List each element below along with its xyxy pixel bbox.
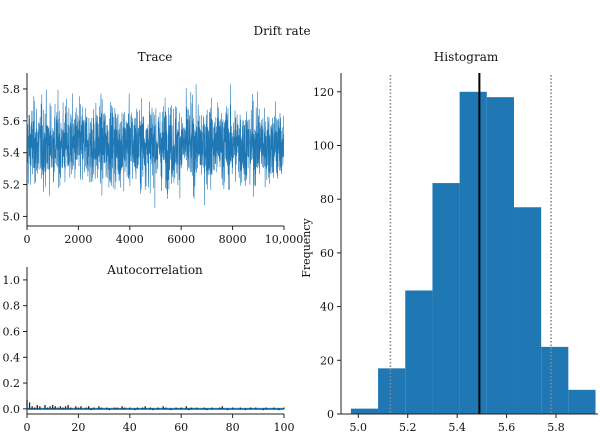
histogram-x-tick-label: 5.4 [448, 421, 466, 434]
autocorrelation-panel: Autocorrelation 0.0 0.2 0.4 0.6 0.8 1.0 0 20 40 6… [3, 263, 295, 434]
trace-x-tick-label: 2000 [64, 233, 92, 246]
histogram-y-tick-label: 40 [320, 301, 334, 314]
autocorrelation-x-tick-label: 40 [123, 421, 137, 434]
histogram-plot-area: 0 20 40 60 80 100 120 5.0 5.2 5.4 5.6 5.8 [313, 73, 598, 434]
histogram-y-tick-label: 60 [320, 247, 334, 260]
trace-y-tick-label: 5.0 [3, 210, 21, 223]
autocorrelation-y-tick-label: 0.6 [3, 325, 21, 338]
histogram-bar [513, 207, 542, 414]
trace-y-tick-label: 5.8 [3, 83, 21, 96]
autocorrelation-title: Autocorrelation [106, 263, 203, 277]
trace-x-tick-label: 8000 [219, 233, 247, 246]
histogram-x-tick-label: 5.0 [350, 421, 368, 434]
histogram-title: Histogram [434, 50, 499, 64]
histogram-bar [486, 97, 514, 415]
autocorrelation-y-tick-label: 0.4 [3, 351, 21, 364]
histogram-y-tick-label: 80 [320, 193, 334, 206]
autocorrelation-x-tick-label: 60 [174, 421, 188, 434]
autocorrelation-y-tick-label: 0.0 [3, 403, 21, 416]
autocorrelation-y-tick-label: 0.8 [3, 300, 21, 313]
trace-y-tick-label: 5.6 [3, 115, 21, 128]
trace-x-tick-label: 6000 [167, 233, 195, 246]
histogram-y-axis-label: Frequency [300, 217, 313, 277]
autocorrelation-x-tick-label: 20 [71, 421, 85, 434]
histogram-bar [432, 183, 460, 414]
trace-x-tick-label: 0 [24, 233, 31, 246]
trace-panel: Trace 5.0 5.2 5.4 5.6 5.8 0 2000 4000 6000 8000 10… [3, 50, 304, 246]
histogram-y-tick-label: 100 [313, 139, 334, 152]
autocorrelation-x-tick-label: 0 [24, 421, 31, 434]
trace-y-tick-label: 5.4 [3, 147, 21, 160]
trace-y-tick-label: 5.2 [3, 179, 21, 192]
histogram-y-tick-label: 120 [313, 86, 334, 99]
histogram-x-tick-label: 5.2 [399, 421, 417, 434]
trace-x-tick-label: 4000 [116, 233, 144, 246]
histogram-y-tick-label: 20 [320, 354, 334, 367]
autocorrelation-x-tick-label: 100 [274, 421, 295, 434]
trace-series-line [26, 84, 285, 208]
histogram-bar [459, 91, 487, 414]
histogram-panel: Histogram Frequency 0 20 40 60 80 100 120 5.0 5.… [300, 50, 598, 434]
histogram-y-tick-label: 0 [327, 408, 334, 421]
trace-x-tick-label: 10,000 [265, 233, 304, 246]
autocorrelation-plot-area: 0.0 0.2 0.4 0.6 0.8 1.0 0 20 40 60 80 100 [3, 267, 295, 434]
histogram-bar [541, 346, 569, 414]
trace-title: Trace [138, 50, 173, 64]
autocorrelation-y-tick-label: 1.0 [3, 274, 21, 287]
histogram-bar [378, 368, 406, 414]
trace-plot-area: 5.0 5.2 5.4 5.6 5.8 0 2000 4000 6000 8000 10,000 [3, 73, 304, 246]
histogram-bar [568, 389, 596, 414]
histogram-x-tick-label: 5.8 [547, 421, 565, 434]
autocorrelation-y-tick-label: 0.2 [3, 377, 21, 390]
histogram-bar [405, 290, 433, 414]
histogram-x-tick-label: 5.6 [498, 421, 516, 434]
histogram-bar [350, 408, 379, 414]
autocorrelation-x-tick-label: 80 [226, 421, 240, 434]
figure-title: Drift rate [253, 24, 310, 38]
